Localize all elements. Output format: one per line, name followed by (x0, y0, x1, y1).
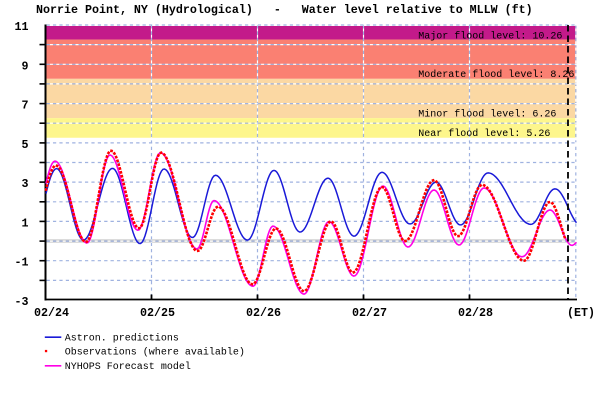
svg-text:Astron. predictions: Astron. predictions (65, 333, 179, 345)
svg-text:11: 11 (15, 20, 29, 34)
svg-text:-1: -1 (15, 256, 29, 270)
svg-text:(ET): (ET) (567, 306, 595, 320)
svg-text:Observations (where available): Observations (where available) (65, 347, 245, 359)
svg-text:5: 5 (22, 138, 29, 152)
svg-text:02/24: 02/24 (34, 306, 69, 320)
svg-text:02/25: 02/25 (140, 306, 175, 320)
svg-text:Moderate flood level: 8.26: Moderate flood level: 8.26 (418, 69, 574, 81)
svg-text:Major flood level: 10.26: Major flood level: 10.26 (418, 31, 562, 43)
svg-text:Near flood level: 5.26: Near flood level: 5.26 (418, 128, 550, 140)
svg-text:3: 3 (22, 177, 29, 191)
svg-text:02/26: 02/26 (246, 306, 281, 320)
svg-text:02/28: 02/28 (458, 306, 493, 320)
svg-text:Norrie Point, NY (Hydrological: Norrie Point, NY (Hydrological) - Water … (36, 3, 533, 17)
svg-text:Minor flood level: 6.26: Minor flood level: 6.26 (418, 108, 556, 120)
svg-text:1: 1 (22, 216, 29, 230)
svg-text:NYHOPS Forecast model: NYHOPS Forecast model (65, 361, 191, 373)
svg-text:7: 7 (22, 99, 29, 113)
svg-text:9: 9 (22, 59, 29, 73)
svg-text:02/27: 02/27 (352, 306, 387, 320)
svg-text:-3: -3 (15, 295, 29, 309)
